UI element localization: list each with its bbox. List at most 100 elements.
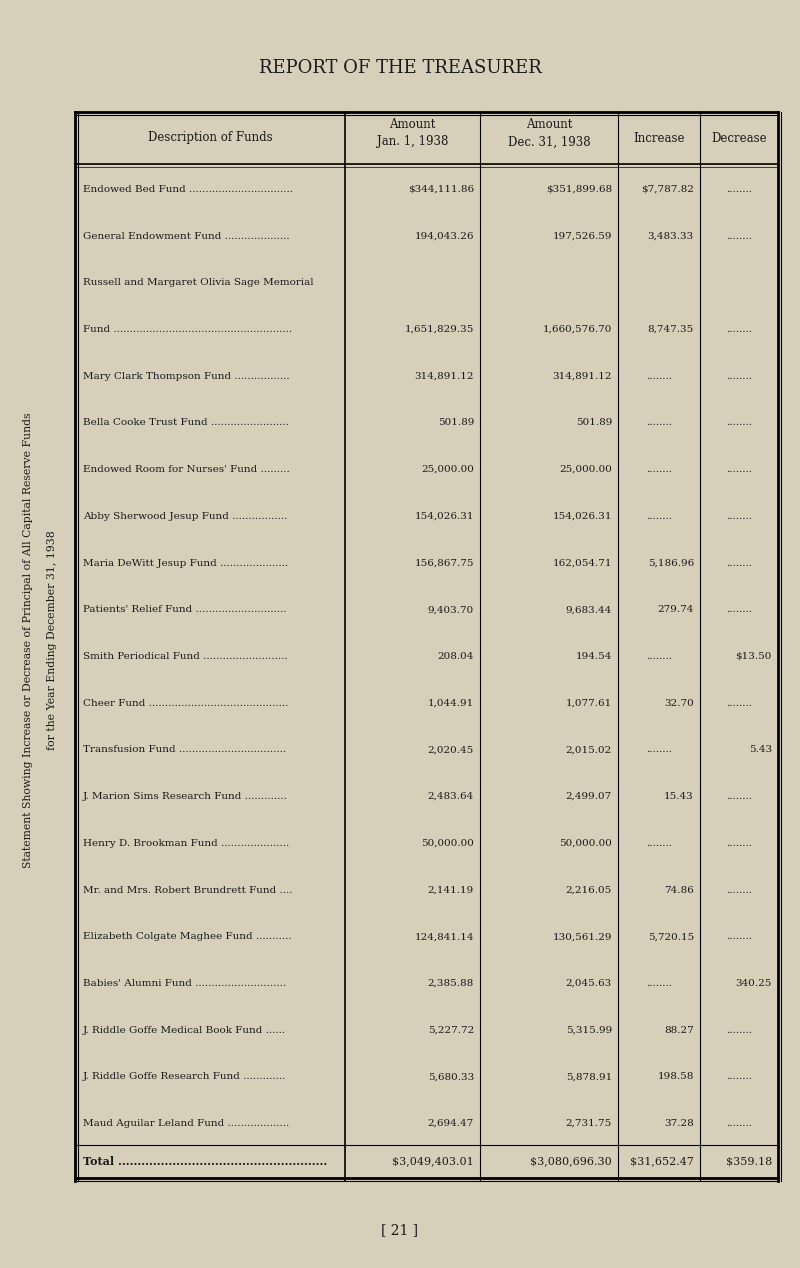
Text: ........: ........ bbox=[726, 559, 752, 568]
Text: Maud Aguilar Leland Fund ...................: Maud Aguilar Leland Fund ...............… bbox=[83, 1120, 290, 1129]
Text: Maria DeWitt Jesup Fund .....................: Maria DeWitt Jesup Fund ................… bbox=[83, 559, 288, 568]
Text: REPORT OF THE TREASURER: REPORT OF THE TREASURER bbox=[258, 60, 542, 77]
Text: for the Year Ending December 31, 1938: for the Year Ending December 31, 1938 bbox=[47, 530, 57, 749]
Text: 340.25: 340.25 bbox=[736, 979, 772, 988]
Text: 2,731.75: 2,731.75 bbox=[566, 1120, 612, 1129]
Text: Statement Showing Increase or Decrease of Principal of All Capital Reserve Funds: Statement Showing Increase or Decrease o… bbox=[23, 412, 33, 867]
Text: J. Riddle Goffe Medical Book Fund ......: J. Riddle Goffe Medical Book Fund ...... bbox=[83, 1026, 286, 1035]
Text: ........: ........ bbox=[646, 465, 672, 474]
Text: 32.70: 32.70 bbox=[664, 699, 694, 708]
Text: 162,054.71: 162,054.71 bbox=[553, 559, 612, 568]
Text: 37.28: 37.28 bbox=[664, 1120, 694, 1129]
Text: ........: ........ bbox=[646, 746, 672, 754]
Text: Cheer Fund ...........................................: Cheer Fund .............................… bbox=[83, 699, 288, 708]
Text: $3,049,403.01: $3,049,403.01 bbox=[392, 1156, 474, 1167]
Text: Patients' Relief Fund ............................: Patients' Relief Fund ..................… bbox=[83, 605, 286, 614]
Text: 130,561.29: 130,561.29 bbox=[553, 932, 612, 941]
Text: ........: ........ bbox=[646, 372, 672, 380]
Text: ........: ........ bbox=[726, 418, 752, 427]
Text: 3,483.33: 3,483.33 bbox=[648, 232, 694, 241]
Text: ........: ........ bbox=[726, 1026, 752, 1035]
Text: 5,720.15: 5,720.15 bbox=[648, 932, 694, 941]
Text: $344,111.86: $344,111.86 bbox=[408, 185, 474, 194]
Text: 2,141.19: 2,141.19 bbox=[428, 885, 474, 894]
Text: 1,660,576.70: 1,660,576.70 bbox=[542, 325, 612, 333]
Text: Description of Funds: Description of Funds bbox=[148, 132, 272, 145]
Text: 1,044.91: 1,044.91 bbox=[428, 699, 474, 708]
Text: ........: ........ bbox=[726, 885, 752, 894]
Text: ........: ........ bbox=[726, 512, 752, 521]
Text: 25,000.00: 25,000.00 bbox=[421, 465, 474, 474]
Text: [ 21 ]: [ 21 ] bbox=[382, 1224, 418, 1238]
Text: ........: ........ bbox=[726, 839, 752, 848]
Text: 154,026.31: 154,026.31 bbox=[553, 512, 612, 521]
Text: Bella Cooke Trust Fund ........................: Bella Cooke Trust Fund .................… bbox=[83, 418, 289, 427]
Text: 198.58: 198.58 bbox=[658, 1073, 694, 1082]
Text: ........: ........ bbox=[726, 325, 752, 333]
Text: 8,747.35: 8,747.35 bbox=[648, 325, 694, 333]
Text: 194.54: 194.54 bbox=[576, 652, 612, 661]
Text: ........: ........ bbox=[646, 512, 672, 521]
Text: ........: ........ bbox=[646, 652, 672, 661]
Text: Endowed Bed Fund ................................: Endowed Bed Fund .......................… bbox=[83, 185, 293, 194]
Text: 501.89: 501.89 bbox=[576, 418, 612, 427]
Text: Endowed Room for Nurses' Fund .........: Endowed Room for Nurses' Fund ......... bbox=[83, 465, 290, 474]
Text: 2,694.47: 2,694.47 bbox=[428, 1120, 474, 1129]
Text: 314,891.12: 314,891.12 bbox=[414, 372, 474, 380]
Text: 314,891.12: 314,891.12 bbox=[553, 372, 612, 380]
Text: ........: ........ bbox=[726, 1073, 752, 1082]
Text: $359.18: $359.18 bbox=[726, 1156, 772, 1167]
Text: 50,000.00: 50,000.00 bbox=[559, 839, 612, 848]
Text: ........: ........ bbox=[726, 465, 752, 474]
Text: General Endowment Fund ....................: General Endowment Fund .................… bbox=[83, 232, 290, 241]
Text: 156,867.75: 156,867.75 bbox=[414, 559, 474, 568]
Text: Increase: Increase bbox=[634, 132, 685, 145]
Text: 9,403.70: 9,403.70 bbox=[428, 605, 474, 614]
Text: $13.50: $13.50 bbox=[736, 652, 772, 661]
Text: 194,043.26: 194,043.26 bbox=[414, 232, 474, 241]
Text: ........: ........ bbox=[726, 1120, 752, 1129]
Text: Elizabeth Colgate Maghee Fund ...........: Elizabeth Colgate Maghee Fund ..........… bbox=[83, 932, 292, 941]
Text: J. Riddle Goffe Research Fund .............: J. Riddle Goffe Research Fund ..........… bbox=[83, 1073, 286, 1082]
Text: 5,227.72: 5,227.72 bbox=[428, 1026, 474, 1035]
Text: 25,000.00: 25,000.00 bbox=[559, 465, 612, 474]
Text: Decrease: Decrease bbox=[711, 132, 767, 145]
Text: 74.86: 74.86 bbox=[664, 885, 694, 894]
Text: Total ......................................................: Total ..................................… bbox=[83, 1156, 327, 1167]
Text: 2,483.64: 2,483.64 bbox=[428, 792, 474, 801]
Text: ........: ........ bbox=[646, 979, 672, 988]
Text: 88.27: 88.27 bbox=[664, 1026, 694, 1035]
Text: Smith Periodical Fund ..........................: Smith Periodical Fund ..................… bbox=[83, 652, 288, 661]
Text: 50,000.00: 50,000.00 bbox=[421, 839, 474, 848]
Text: ........: ........ bbox=[726, 932, 752, 941]
Text: $31,652.47: $31,652.47 bbox=[630, 1156, 694, 1167]
Text: 1,077.61: 1,077.61 bbox=[566, 699, 612, 708]
Text: 5,186.96: 5,186.96 bbox=[648, 559, 694, 568]
Text: $7,787.82: $7,787.82 bbox=[641, 185, 694, 194]
Text: 501.89: 501.89 bbox=[438, 418, 474, 427]
Text: 2,020.45: 2,020.45 bbox=[428, 746, 474, 754]
Text: Abby Sherwood Jesup Fund .................: Abby Sherwood Jesup Fund ...............… bbox=[83, 512, 287, 521]
Text: J. Marion Sims Research Fund .............: J. Marion Sims Research Fund ...........… bbox=[83, 792, 288, 801]
Text: 9,683.44: 9,683.44 bbox=[566, 605, 612, 614]
Text: 197,526.59: 197,526.59 bbox=[553, 232, 612, 241]
Text: Fund .......................................................: Fund ...................................… bbox=[83, 325, 292, 333]
Text: 208.04: 208.04 bbox=[438, 652, 474, 661]
Text: 279.74: 279.74 bbox=[658, 605, 694, 614]
Text: Babies' Alumni Fund ............................: Babies' Alumni Fund ....................… bbox=[83, 979, 286, 988]
Text: ........: ........ bbox=[726, 185, 752, 194]
Text: 2,015.02: 2,015.02 bbox=[566, 746, 612, 754]
Text: ........: ........ bbox=[646, 839, 672, 848]
Text: 1,651,829.35: 1,651,829.35 bbox=[405, 325, 474, 333]
Text: 5,680.33: 5,680.33 bbox=[428, 1073, 474, 1082]
Text: Russell and Margaret Olivia Sage Memorial: Russell and Margaret Olivia Sage Memoria… bbox=[83, 278, 314, 288]
Text: Mary Clark Thompson Fund .................: Mary Clark Thompson Fund ...............… bbox=[83, 372, 290, 380]
Text: Amount
Jan. 1, 1938: Amount Jan. 1, 1938 bbox=[377, 118, 448, 148]
Text: $351,899.68: $351,899.68 bbox=[546, 185, 612, 194]
Text: ........: ........ bbox=[726, 372, 752, 380]
Text: 5,878.91: 5,878.91 bbox=[566, 1073, 612, 1082]
Text: Mr. and Mrs. Robert Brundrett Fund ....: Mr. and Mrs. Robert Brundrett Fund .... bbox=[83, 885, 293, 894]
Text: 2,045.63: 2,045.63 bbox=[566, 979, 612, 988]
Text: Amount
Dec. 31, 1938: Amount Dec. 31, 1938 bbox=[508, 118, 590, 148]
Text: 154,026.31: 154,026.31 bbox=[414, 512, 474, 521]
